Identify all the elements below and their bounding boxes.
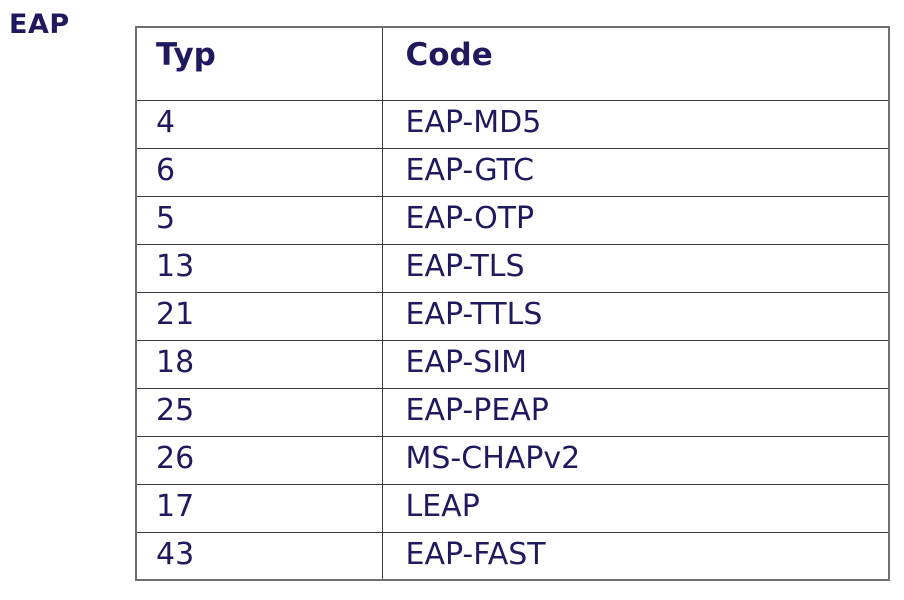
typ-cell: 18 [135,339,383,389]
table-header-row: Typ Code [135,26,890,101]
typ-cell: 6 [135,147,383,197]
table-body: 4 EAP-MD5 6 EAP-GTC 5 EAP-OTP 13 EAP-TLS 21 EAP-T… [135,99,890,581]
typ-cell: 17 [135,483,383,533]
typ-cell: 21 [135,291,383,341]
code-cell: EAP-MD5 [381,99,890,149]
table-row: 25 EAP-PEAP [135,387,890,437]
table-row: 4 EAP-MD5 [135,99,890,149]
typ-cell: 4 [135,99,383,149]
code-cell: MS-CHAPv2 [381,435,890,485]
table-row: 26 MS-CHAPv2 [135,435,890,485]
table-row: 21 EAP-TTLS [135,291,890,341]
typ-cell: 43 [135,531,383,581]
typ-cell: 13 [135,243,383,293]
table-row: 6 EAP-GTC [135,147,890,197]
header-row: Typ Code [135,26,890,101]
typ-cell: 26 [135,435,383,485]
code-cell: EAP-TLS [381,243,890,293]
section-label: EAP [9,9,70,40]
table-row: 5 EAP-OTP [135,195,890,245]
table-row: 17 LEAP [135,483,890,533]
column-header-typ: Typ [135,26,383,101]
code-cell: EAP-FAST [381,531,890,581]
typ-cell: 25 [135,387,383,437]
eap-type-table: Typ Code 4 EAP-MD5 6 EAP-GTC 5 EAP-OTP 13 EAP-TL… [135,26,890,581]
code-cell: EAP-OTP [381,195,890,245]
table-row: 18 EAP-SIM [135,339,890,389]
column-header-code: Code [381,26,890,101]
typ-cell: 5 [135,195,383,245]
table-row: 13 EAP-TLS [135,243,890,293]
code-cell: EAP-GTC [381,147,890,197]
code-cell: EAP-SIM [381,339,890,389]
code-cell: EAP-TTLS [381,291,890,341]
code-cell: EAP-PEAP [381,387,890,437]
code-cell: LEAP [381,483,890,533]
table-row: 43 EAP-FAST [135,531,890,581]
